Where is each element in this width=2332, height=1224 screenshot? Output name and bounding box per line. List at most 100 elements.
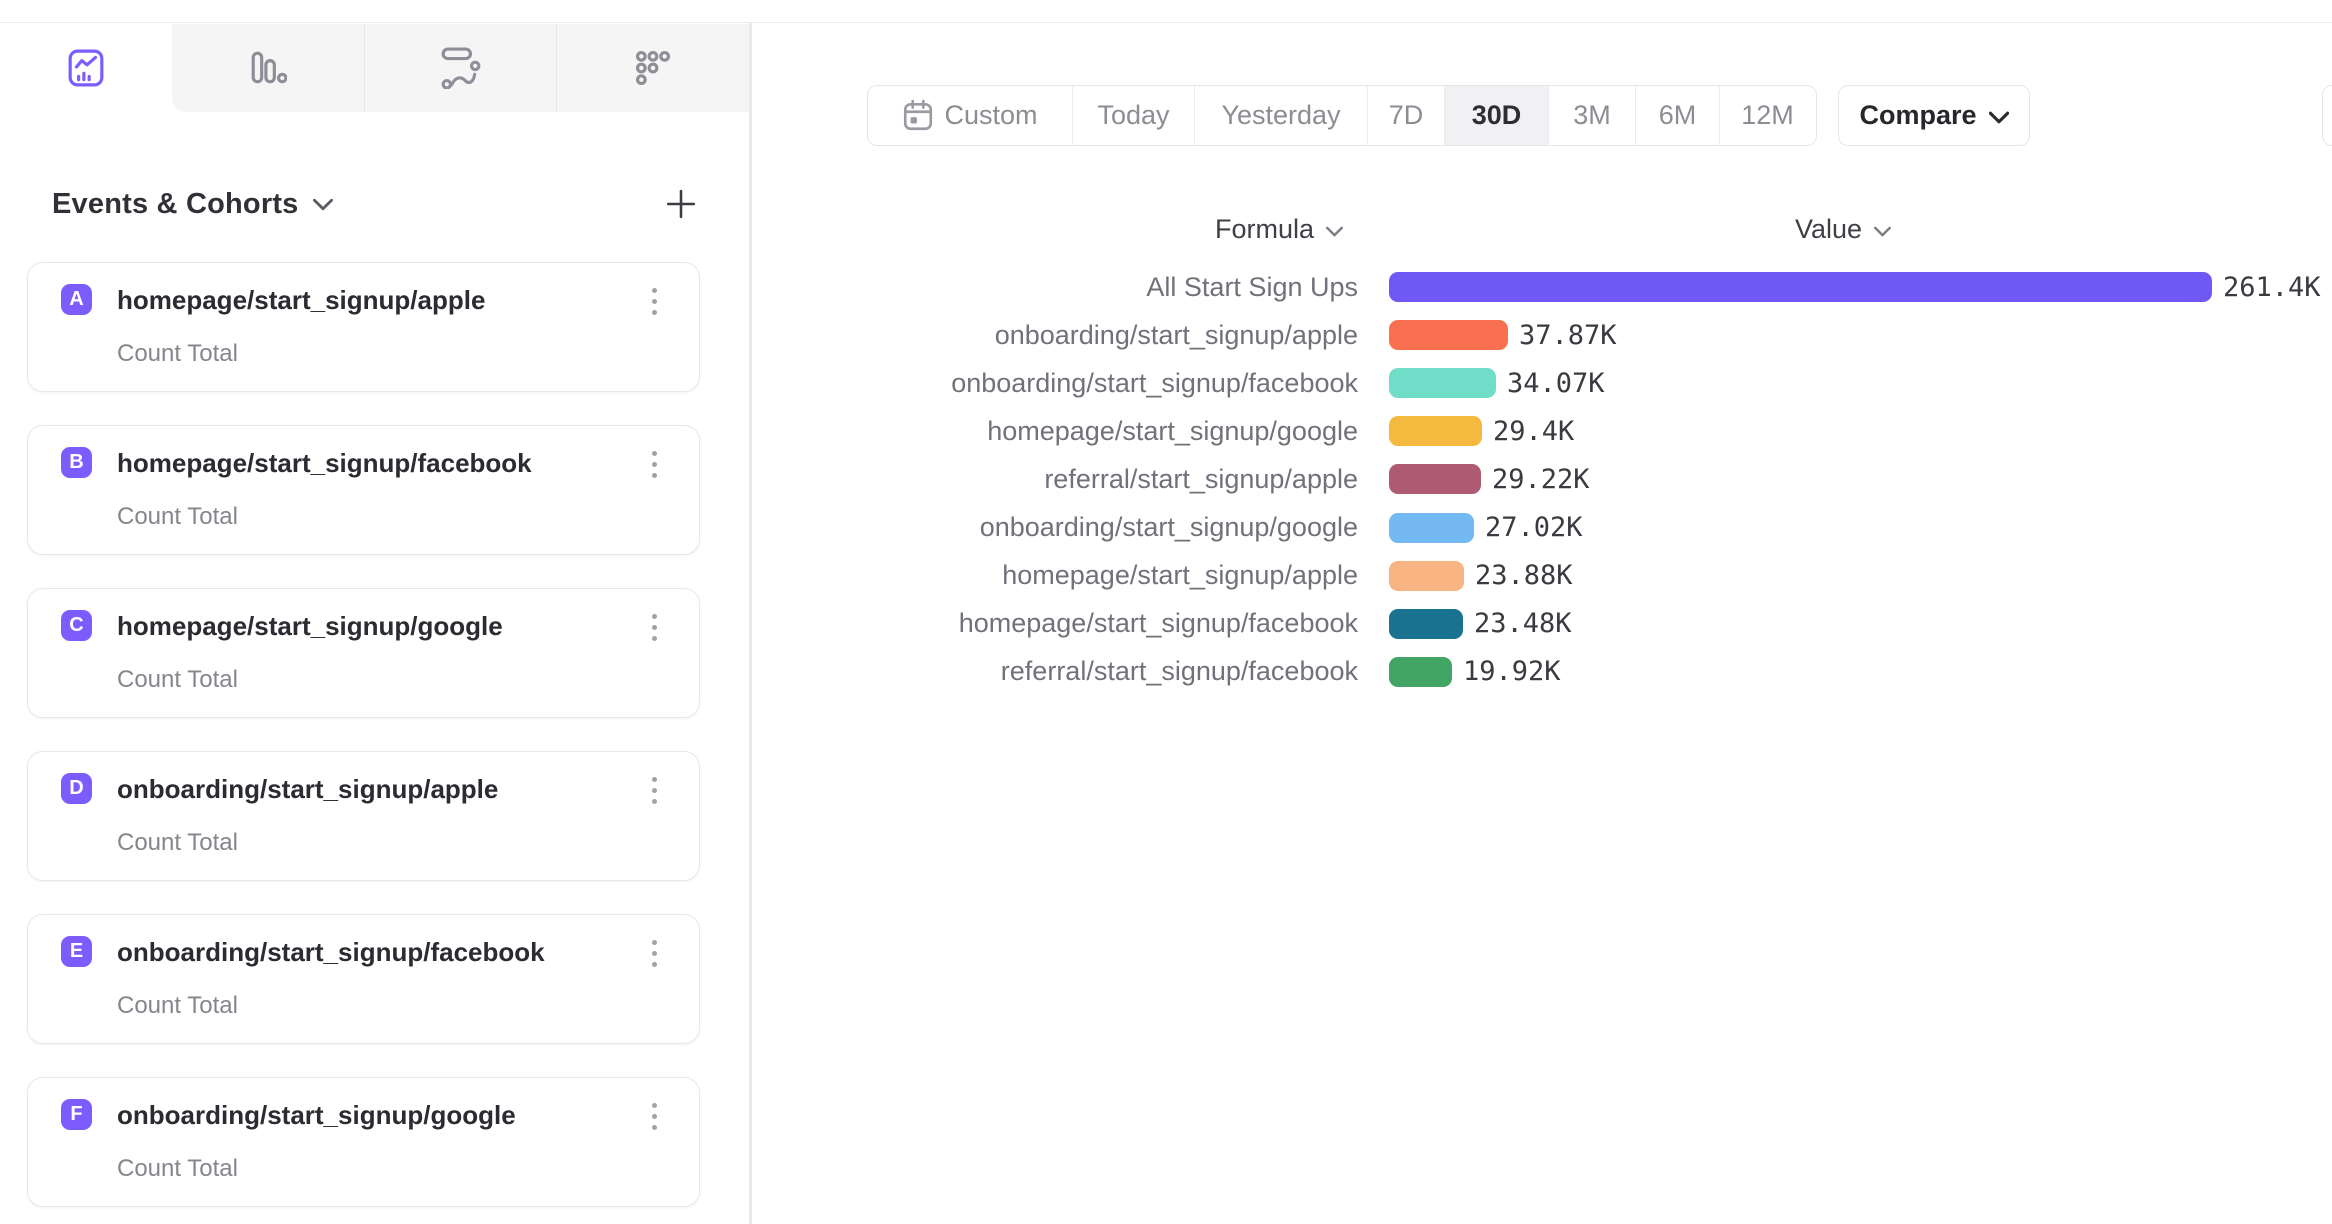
date-range-label: Custom <box>944 100 1038 130</box>
date-range-label: 7D <box>1388 100 1424 130</box>
event-name[interactable]: homepage/start_signup/google <box>117 611 503 641</box>
series-badge: A <box>61 284 92 315</box>
event-metric[interactable]: Count Total <box>117 340 238 367</box>
kebab-menu-icon[interactable] <box>639 773 669 807</box>
event-name[interactable]: onboarding/start_signup/facebook <box>117 937 545 967</box>
bar[interactable] <box>1389 368 1496 399</box>
bar-label: All Start Sign Ups <box>1146 271 1358 302</box>
chart-row: homepage/start_signup/google 29.4K <box>880 407 1574 455</box>
events-cohorts-title: Events & Cohorts <box>52 187 299 220</box>
event-name[interactable]: homepage/start_signup/facebook <box>117 448 532 478</box>
date-range-control: Custom Today Yesterday 7D 30D 3M 6M 12M <box>867 85 1817 146</box>
event-metric[interactable]: Count Total <box>117 1155 238 1182</box>
chevron-down-icon <box>1874 226 1892 236</box>
date-range-yesterday[interactable]: Yesterday <box>1195 86 1368 145</box>
event-metric[interactable]: Count Total <box>117 992 238 1019</box>
clipped-edge-button[interactable] <box>2322 85 2332 146</box>
date-range-label: Yesterday <box>1221 100 1341 130</box>
bar[interactable] <box>1389 608 1463 639</box>
chart-row: onboarding/start_signup/facebook 34.07K <box>880 359 1604 407</box>
calendar-icon <box>904 99 933 130</box>
date-range-6m[interactable]: 6M <box>1636 86 1720 145</box>
bar-label: referral/start_signup/apple <box>1044 463 1358 494</box>
date-range-label: 3M <box>1573 100 1611 130</box>
retention-dots-icon <box>635 50 671 86</box>
date-range-7d[interactable]: 7D <box>1368 86 1445 145</box>
insights-line-chart-icon <box>68 49 104 87</box>
bar-value: 29.22K <box>1492 463 1590 495</box>
series-badge: C <box>61 610 92 641</box>
bar[interactable] <box>1389 320 1508 351</box>
tab-retention[interactable] <box>556 24 749 112</box>
date-range-3m[interactable]: 3M <box>1549 86 1636 145</box>
sidebar-divider <box>749 23 752 1224</box>
chart-row: All Start Sign Ups 261.4K <box>880 263 2321 311</box>
bar-value: 261.4K <box>2223 271 2321 303</box>
event-name[interactable]: homepage/start_signup/apple <box>117 285 486 315</box>
event-metric[interactable]: Count Total <box>117 666 238 693</box>
flows-icon <box>441 47 480 89</box>
series-badge: B <box>61 447 92 478</box>
value-column-header[interactable]: Value <box>1795 211 1892 247</box>
bar-value: 23.88K <box>1475 560 1573 592</box>
series-badge: F <box>61 1099 92 1130</box>
chart-row: referral/start_signup/apple 29.22K <box>880 455 1590 503</box>
event-name[interactable]: onboarding/start_signup/apple <box>117 774 499 804</box>
bar[interactable] <box>1389 272 2212 302</box>
bar-label: referral/start_signup/facebook <box>1000 656 1358 687</box>
compare-label: Compare <box>1859 100 1977 130</box>
bar-value: 37.87K <box>1519 319 1617 351</box>
funnels-bars-icon <box>251 51 287 84</box>
bar-label: onboarding/start_signup/facebook <box>951 367 1358 398</box>
kebab-menu-icon[interactable] <box>639 284 669 318</box>
date-range-label: 30D <box>1471 100 1522 130</box>
bar-label: homepage/start_signup/google <box>987 415 1358 446</box>
bar-value: 23.48K <box>1474 608 1572 640</box>
event-metric[interactable]: Count Total <box>117 829 238 856</box>
formula-column-header[interactable]: Formula <box>1215 211 1344 247</box>
date-range-label: 6M <box>1658 100 1697 130</box>
date-range-custom[interactable]: Custom <box>868 86 1073 145</box>
tab-insights[interactable] <box>0 24 172 112</box>
bar[interactable] <box>1389 512 1474 543</box>
kebab-menu-icon[interactable] <box>639 447 669 481</box>
add-event-button[interactable] <box>662 185 700 223</box>
chart-type-tab-bar <box>0 24 749 112</box>
kebab-menu-icon[interactable] <box>639 1099 669 1133</box>
bar-value: 27.02K <box>1485 512 1583 543</box>
kebab-menu-icon[interactable] <box>639 610 669 644</box>
top-strip <box>0 0 2332 23</box>
event-name[interactable]: onboarding/start_signup/google <box>117 1100 516 1130</box>
compare-button[interactable]: Compare <box>1838 85 2030 146</box>
bar[interactable] <box>1389 560 1464 591</box>
bar-label: homepage/start_signup/facebook <box>958 608 1358 639</box>
kebab-menu-icon[interactable] <box>639 936 669 970</box>
bar[interactable] <box>1389 656 1452 687</box>
formula-header-label: Formula <box>1215 213 1315 244</box>
series-badge: D <box>61 773 92 804</box>
chart-row: homepage/start_signup/apple 23.88K <box>880 552 1573 600</box>
value-header-label: Value <box>1795 213 1863 244</box>
bar-label: onboarding/start_signup/apple <box>994 319 1358 350</box>
tab-flows[interactable] <box>364 24 556 112</box>
events-cohorts-header: Events & Cohorts <box>52 182 700 226</box>
bar-label: homepage/start_signup/apple <box>1002 560 1358 591</box>
date-range-30d[interactable]: 30D <box>1445 86 1549 145</box>
date-range-12m[interactable]: 12M <box>1720 86 1815 145</box>
tab-funnels[interactable] <box>172 24 364 112</box>
event-metric[interactable]: Count Total <box>117 503 238 530</box>
bar-label: onboarding/start_signup/google <box>979 512 1358 542</box>
date-range-label: Today <box>1097 100 1170 130</box>
chart-row: homepage/start_signup/facebook 23.48K <box>880 600 1572 648</box>
bar[interactable] <box>1389 464 1481 495</box>
bar[interactable] <box>1389 416 1482 447</box>
chevron-down-icon[interactable] <box>312 198 333 211</box>
date-range-today[interactable]: Today <box>1073 86 1195 145</box>
